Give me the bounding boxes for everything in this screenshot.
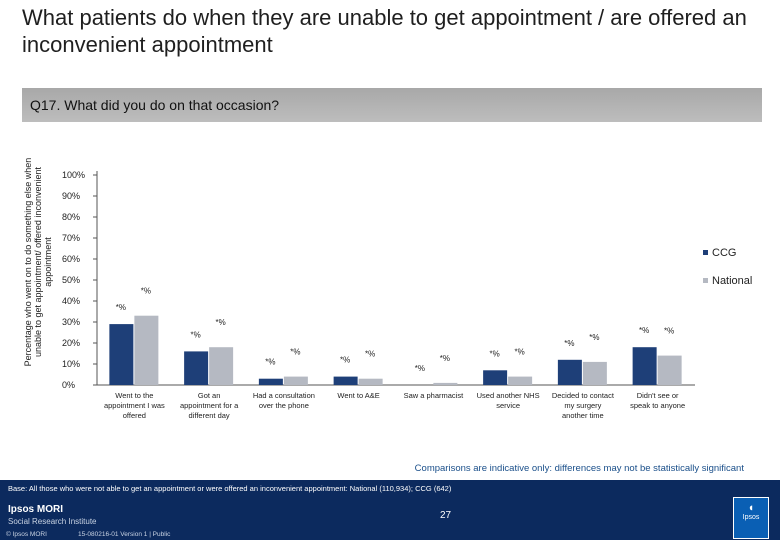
bar-national <box>508 376 533 385</box>
question-text: Q17. What did you do on that occasion? <box>30 97 280 113</box>
y-tick-label: 10% <box>62 359 80 369</box>
data-label: *% <box>564 339 574 348</box>
bar-ccg <box>333 376 358 385</box>
bar-ccg <box>557 359 582 385</box>
y-tick-label: 100% <box>62 170 85 180</box>
x-category-label: Didn't see or <box>637 391 679 400</box>
data-label: *% <box>216 318 226 327</box>
x-category-label: Used another NHS <box>477 391 540 400</box>
copyright: © Ipsos MORI <box>6 531 47 538</box>
data-label: *% <box>265 358 275 367</box>
data-label: *% <box>490 349 500 358</box>
legend-swatch-ccg <box>703 250 708 255</box>
x-category-label: different day <box>189 411 230 420</box>
x-category-label: my surgery <box>564 401 601 410</box>
data-label: *% <box>365 350 375 359</box>
page-title: What patients do when they are unable to… <box>22 5 747 57</box>
y-tick-label: 30% <box>62 317 80 327</box>
x-category-label: Got an <box>198 391 221 400</box>
bar-ccg <box>184 351 209 385</box>
page-number: 27 <box>440 510 452 521</box>
y-tick-label: 40% <box>62 296 80 306</box>
x-category-label: service <box>496 401 520 410</box>
data-label: *% <box>639 326 649 335</box>
comparison-note: Comparisons are indicative only: differe… <box>414 463 744 474</box>
legend-label: CCG <box>712 247 736 259</box>
legend-label: National <box>712 275 752 287</box>
x-category-label: Saw a pharmacist <box>404 391 465 400</box>
x-category-label: Went to the <box>115 391 153 400</box>
question-banner: Q17. What did you do on that occasion? <box>22 88 762 122</box>
data-label: *% <box>116 303 126 312</box>
data-label: *% <box>664 327 674 336</box>
bar-chart: 0% 10% 20% 30% 40% 50% 60% 70% 80% 90% 100% *% *% Wen… <box>62 170 752 420</box>
ipsos-logo-text: Ipsos MORI <box>8 504 64 515</box>
bar-national <box>209 347 234 385</box>
x-category-label: Went to A&E <box>337 391 379 400</box>
x-category-label: over the phone <box>259 401 309 410</box>
data-label: *% <box>191 330 201 339</box>
y-tick-label: 80% <box>62 212 80 222</box>
data-label: *% <box>290 348 300 357</box>
y-tick-label: 50% <box>62 275 80 285</box>
institute-name: Social Research Institute <box>8 517 97 526</box>
x-category-label: Had a consultation <box>253 391 315 400</box>
bar-ccg <box>632 347 657 385</box>
footer: Base: All those who were not able to get… <box>0 480 780 540</box>
bar-national <box>283 376 308 385</box>
legend-swatch-national <box>703 278 708 283</box>
y-tick-label: 0% <box>62 380 75 390</box>
y-tick-label: 90% <box>62 191 80 201</box>
base-note: Base: All those who were not able to get… <box>8 484 452 493</box>
y-tick-label: 60% <box>62 254 80 264</box>
data-label: *% <box>440 354 450 363</box>
data-label: *% <box>415 364 425 373</box>
bar-ccg <box>109 324 134 385</box>
x-category-label: another time <box>562 411 604 420</box>
x-category-label: appointment for a <box>180 401 239 410</box>
bar-national <box>657 355 682 385</box>
x-category-label: Decided to contact <box>552 391 615 400</box>
bar-ccg <box>258 378 283 385</box>
ipsos-brand-logo: ◖ Ipsos <box>733 497 769 539</box>
data-label: *% <box>515 348 525 357</box>
x-category-label: appointment I was <box>104 401 165 410</box>
version-info: 15-080216-01 Version 1 | Public <box>78 531 171 538</box>
y-tick-label: 20% <box>62 338 80 348</box>
y-tick-label: 70% <box>62 233 80 243</box>
bar-national <box>134 315 159 385</box>
data-label: *% <box>141 287 151 296</box>
bar-national <box>358 378 383 385</box>
data-label: *% <box>340 356 350 365</box>
bar-ccg <box>483 370 508 385</box>
x-category-label: speak to anyone <box>630 401 685 410</box>
bar-national <box>433 382 458 385</box>
x-category-label: offered <box>123 411 146 420</box>
data-label: *% <box>589 333 599 342</box>
bar-national <box>582 361 607 385</box>
